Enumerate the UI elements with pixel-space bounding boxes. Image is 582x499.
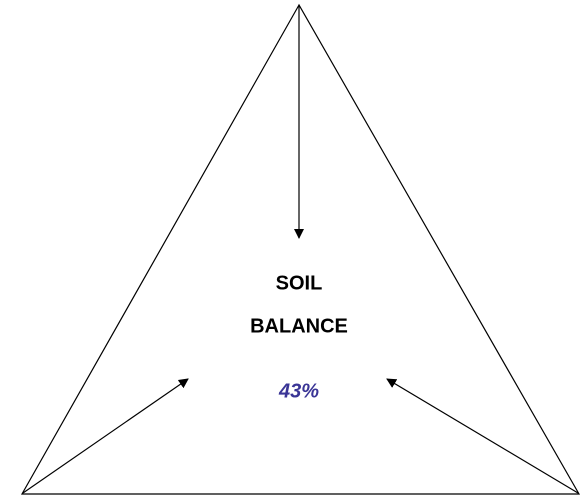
triangle <box>20 3 581 495</box>
percentage: 43% <box>278 380 319 402</box>
label-line: SOIL <box>276 272 323 294</box>
arrow-left <box>22 378 189 494</box>
label-line: BALANCE <box>250 315 348 337</box>
arrow-right <box>386 378 579 494</box>
